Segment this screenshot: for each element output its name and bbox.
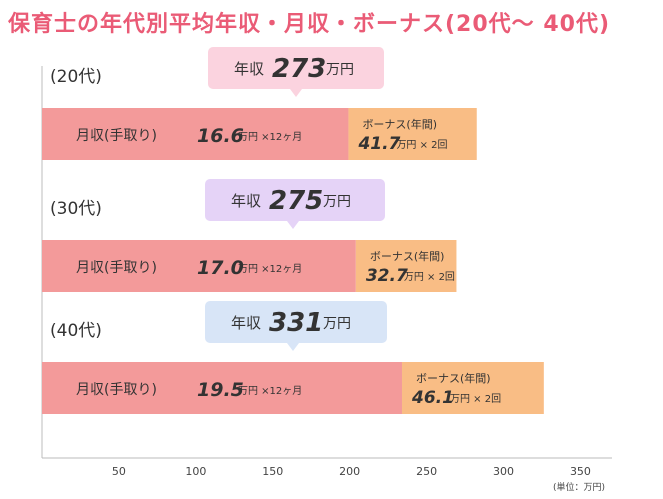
x-tick-label-50: 50 bbox=[112, 465, 126, 478]
monthly-amount: 19.5 bbox=[197, 379, 244, 401]
bar-bonus bbox=[355, 240, 457, 292]
monthly-multiplier: 万円 ×12ヶ月 bbox=[238, 385, 302, 397]
x-tick-label-100: 100 bbox=[185, 465, 206, 478]
category-label: (20代) bbox=[50, 67, 102, 87]
annual-unit: 万円 bbox=[323, 194, 351, 210]
monthly-label: 月収(手取り) bbox=[76, 260, 157, 276]
bar-bonus bbox=[401, 362, 544, 414]
x-tick-label-200: 200 bbox=[339, 465, 360, 478]
annual-callout-box bbox=[208, 47, 384, 89]
monthly-label: 月収(手取り) bbox=[76, 128, 157, 144]
callout-pointer bbox=[290, 89, 302, 97]
callout-pointer bbox=[287, 343, 299, 351]
monthly-amount: 17.0 bbox=[197, 257, 244, 279]
bonus-multiplier: 万円 × 2回 bbox=[404, 271, 455, 283]
bar-monthly bbox=[42, 362, 402, 414]
category-label: (30代) bbox=[50, 199, 102, 219]
annual-unit: 万円 bbox=[326, 62, 354, 78]
callout-pointer bbox=[287, 221, 299, 229]
bar-monthly bbox=[42, 240, 356, 292]
x-tick-label-250: 250 bbox=[416, 465, 437, 478]
bonus-label: ボーナス(年間) bbox=[362, 117, 437, 131]
bonus-label: ボーナス(年間) bbox=[370, 249, 445, 263]
unit-note: (単位：万円) bbox=[553, 481, 605, 493]
annual-value: 275 bbox=[269, 186, 323, 216]
bonus-amount: 32.7 bbox=[366, 266, 408, 286]
annual-unit: 万円 bbox=[323, 316, 351, 332]
monthly-amount: 16.6 bbox=[197, 125, 244, 147]
bar-monthly bbox=[42, 108, 349, 160]
annual-callout-box bbox=[205, 179, 385, 221]
annual-value: 273 bbox=[272, 54, 326, 84]
bonus-label: ボーナス(年間) bbox=[416, 371, 491, 385]
x-tick-label-150: 150 bbox=[262, 465, 283, 478]
annual-callout-box bbox=[205, 301, 387, 343]
annual-value: 331 bbox=[269, 308, 323, 338]
monthly-multiplier: 万円 ×12ヶ月 bbox=[238, 263, 302, 275]
bonus-multiplier: 万円 × 2回 bbox=[396, 139, 447, 151]
bonus-amount: 41.7 bbox=[357, 134, 400, 154]
bonus-multiplier: 万円 × 2回 bbox=[450, 393, 501, 405]
category-label: (40代) bbox=[50, 321, 102, 341]
annual-label: 年収 bbox=[231, 314, 261, 332]
monthly-label: 月収(手取り) bbox=[76, 382, 157, 398]
x-tick-label-300: 300 bbox=[493, 465, 514, 478]
bonus-amount: 46.1 bbox=[411, 388, 454, 408]
x-tick-label-350: 350 bbox=[570, 465, 591, 478]
bar-bonus bbox=[348, 108, 477, 160]
annual-label: 年収 bbox=[234, 60, 264, 78]
annual-label: 年収 bbox=[231, 192, 261, 210]
monthly-multiplier: 万円 ×12ヶ月 bbox=[238, 131, 302, 143]
chart-title: 保育士の年代別平均年収・月収・ボーナス(20代〜 40代) bbox=[8, 12, 611, 37]
